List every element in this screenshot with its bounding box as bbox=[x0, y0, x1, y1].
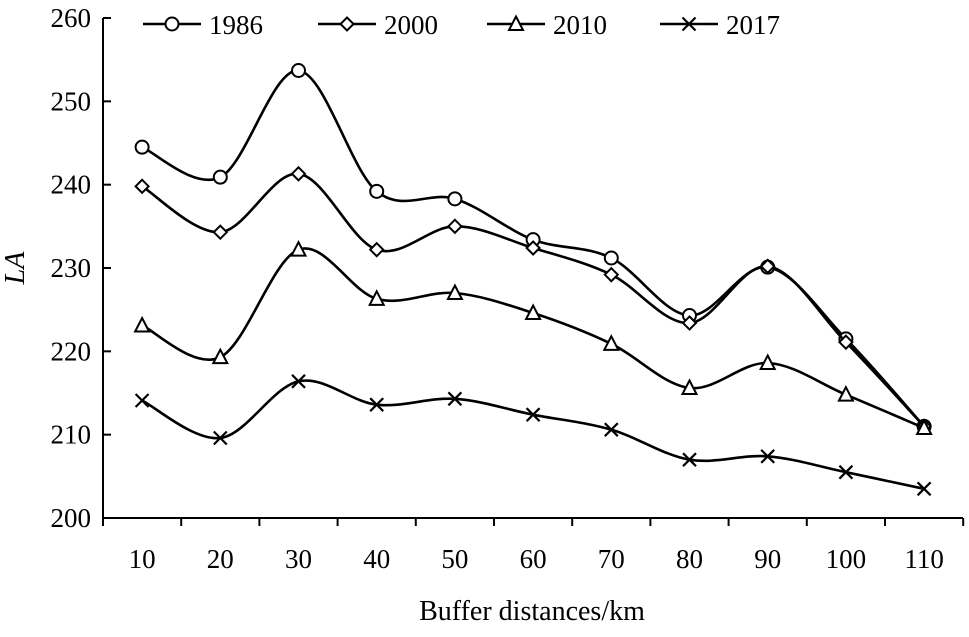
x-marker-stroke bbox=[369, 397, 384, 412]
x-marker-stroke bbox=[447, 391, 463, 407]
series-group bbox=[133, 63, 933, 497]
data-point-2010 bbox=[602, 334, 620, 351]
x-marker-stroke bbox=[525, 407, 541, 422]
legend-item-2010: 2010 bbox=[487, 10, 607, 40]
series-2000 bbox=[134, 165, 933, 435]
legend-marker-2000 bbox=[339, 16, 355, 32]
x-marker-stroke bbox=[916, 481, 932, 497]
data-point-2000 bbox=[525, 240, 542, 256]
x-tick-label: 80 bbox=[676, 544, 703, 574]
legend-label-1986: 1986 bbox=[209, 10, 263, 40]
y-axis-title: LA bbox=[0, 251, 31, 286]
y-tick-label: 230 bbox=[51, 253, 92, 283]
x-marker-stroke bbox=[838, 464, 854, 480]
data-point-2000 bbox=[290, 165, 307, 182]
data-point-2017 bbox=[134, 393, 150, 408]
x-tick-label: 60 bbox=[520, 544, 547, 574]
axes: 200 210 220 230 240 250 260 10 20 30 40 50 60 70 80 90 1… bbox=[51, 3, 965, 574]
x-tick-label: 20 bbox=[207, 544, 234, 574]
legend-item-2000: 2000 bbox=[318, 10, 438, 40]
data-point-2010 bbox=[133, 315, 151, 333]
y-tick-label: 260 bbox=[51, 3, 92, 33]
data-point-2010 bbox=[368, 289, 386, 306]
legend-label-2017: 2017 bbox=[726, 10, 780, 40]
data-point-1986 bbox=[291, 63, 306, 78]
series-line-2017 bbox=[141, 379, 925, 491]
x-tick-label: 30 bbox=[285, 544, 312, 574]
data-point-2017 bbox=[838, 464, 854, 480]
data-point-2017 bbox=[682, 452, 697, 467]
legend-marker-2010 bbox=[507, 14, 525, 31]
data-point-1986 bbox=[134, 139, 150, 155]
data-point-2010 bbox=[524, 303, 542, 320]
data-point-2000 bbox=[759, 258, 776, 275]
x-tick-label: 10 bbox=[129, 544, 156, 574]
legend-item-2017: 2017 bbox=[660, 10, 780, 40]
data-point-2010 bbox=[446, 283, 464, 300]
x-tick-label: 50 bbox=[441, 544, 468, 574]
data-point-2000 bbox=[368, 241, 385, 258]
legend-label-2000: 2000 bbox=[384, 10, 438, 40]
data-point-2017 bbox=[447, 391, 463, 407]
x-tick-label: 100 bbox=[826, 544, 867, 574]
series-2017 bbox=[134, 374, 932, 497]
x-marker-stroke bbox=[134, 393, 150, 408]
data-point-2010 bbox=[915, 418, 933, 435]
legend-label-2010: 2010 bbox=[553, 10, 607, 40]
x-tick-label: 40 bbox=[363, 544, 390, 574]
legend-item-1986: 1986 bbox=[143, 10, 263, 40]
data-point-2000 bbox=[134, 178, 151, 195]
data-point-2017 bbox=[291, 374, 306, 389]
data-point-2017 bbox=[604, 422, 619, 437]
data-point-2010 bbox=[680, 378, 699, 395]
x-tick-label: 110 bbox=[904, 544, 944, 574]
x-marker-stroke bbox=[760, 449, 775, 464]
data-point-2010 bbox=[837, 384, 855, 402]
series-2010 bbox=[133, 239, 933, 435]
x-axis-title: Buffer distances/km bbox=[419, 596, 645, 627]
data-point-2000 bbox=[837, 334, 854, 351]
data-point-2000 bbox=[446, 218, 463, 235]
data-point-1986 bbox=[369, 183, 385, 199]
y-tick-label: 250 bbox=[51, 86, 92, 116]
data-point-2010 bbox=[211, 347, 229, 365]
data-point-2017 bbox=[369, 397, 384, 412]
x-marker-stroke bbox=[291, 374, 306, 389]
data-point-1986 bbox=[447, 191, 463, 207]
data-point-1986 bbox=[603, 250, 619, 266]
x-tick-label: 90 bbox=[754, 544, 781, 574]
y-tick-label: 200 bbox=[51, 503, 92, 533]
series-line-2010 bbox=[141, 247, 925, 430]
x-tick-label: 70 bbox=[598, 544, 625, 574]
x-marker-stroke bbox=[681, 16, 697, 32]
data-point-2017 bbox=[760, 449, 775, 464]
x-marker-stroke bbox=[604, 422, 619, 437]
data-point-2000 bbox=[681, 315, 698, 331]
legend-marker-1986 bbox=[164, 16, 180, 32]
x-marker-stroke bbox=[213, 430, 228, 446]
y-tick-label: 220 bbox=[51, 336, 92, 366]
data-point-2000 bbox=[603, 266, 620, 283]
data-point-2017 bbox=[916, 481, 932, 497]
data-point-2010 bbox=[759, 353, 777, 370]
y-tick-label: 240 bbox=[51, 170, 92, 200]
data-point-2010 bbox=[289, 239, 308, 257]
data-point-1986 bbox=[212, 169, 228, 185]
data-point-2017 bbox=[525, 407, 541, 422]
legend: 1986 2000 2010 2017 bbox=[143, 10, 780, 40]
x-marker-stroke bbox=[682, 452, 697, 467]
legend-marker-2017 bbox=[681, 16, 697, 32]
data-point-2017 bbox=[213, 430, 228, 446]
data-point-2000 bbox=[212, 224, 229, 241]
y-tick-label: 210 bbox=[51, 420, 92, 450]
